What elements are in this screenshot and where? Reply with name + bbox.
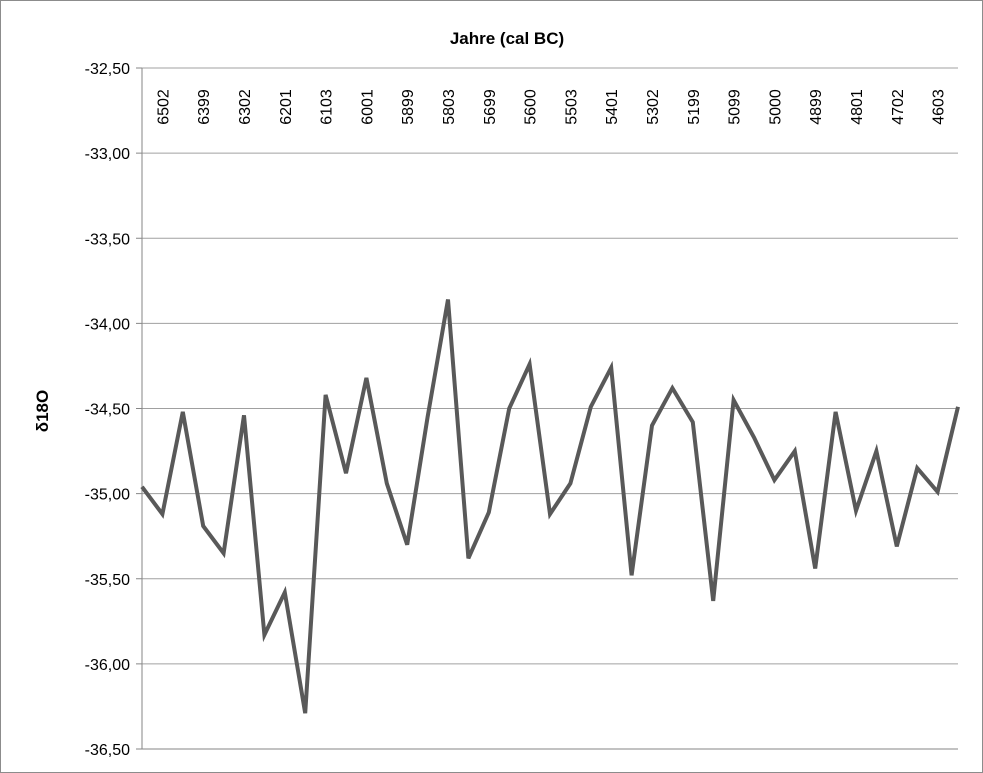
x-tick-label: 5699 <box>482 89 499 125</box>
x-tick-label: 5099 <box>727 89 744 125</box>
data-series <box>140 299 960 714</box>
x-tick-label: 5600 <box>523 89 540 125</box>
x-axis: 6502 6399 6302 6201 6103 6001 5899 5803 5699 5600… <box>155 89 947 125</box>
x-tick-label: 4801 <box>849 89 866 125</box>
x-tick-label: 4899 <box>808 89 825 125</box>
x-tick-label: 4603 <box>931 89 948 125</box>
y-tick-label: -34,00 <box>85 316 130 333</box>
series-line <box>140 299 960 714</box>
y-tick-label: -33,50 <box>85 231 130 248</box>
x-tick-label: 6103 <box>319 89 336 125</box>
y-tick-label: -34,50 <box>85 402 130 419</box>
x-tick-label: 6201 <box>278 89 295 125</box>
x-tick-label: 6502 <box>155 89 172 125</box>
x-tick-label: 5803 <box>441 89 458 125</box>
x-tick-label: 6001 <box>359 89 376 125</box>
x-tick-label: 5199 <box>686 89 703 125</box>
x-tick-label: 5503 <box>563 89 580 125</box>
y-axis: -32,50 -33,00 -33,50 -34,00 -34,50 -35,00 -35,… <box>85 61 143 759</box>
y-tick-label: -36,00 <box>85 657 130 674</box>
y-axis-title: δ18O <box>33 390 52 432</box>
y-tick-label: -33,00 <box>85 146 130 163</box>
x-axis-title: Jahre (cal BC) <box>450 29 564 48</box>
x-tick-label: 5899 <box>400 89 417 125</box>
x-tick-label: 5000 <box>767 89 784 125</box>
y-tick-label: -36,50 <box>85 742 130 759</box>
gridlines <box>142 67 958 750</box>
y-tick-label: -35,50 <box>85 572 130 589</box>
x-tick-label: 6302 <box>237 89 254 125</box>
x-tick-label: 6399 <box>196 89 213 125</box>
x-tick-label: 5302 <box>645 89 662 125</box>
x-tick-label: 5401 <box>604 89 621 125</box>
y-tick-label: -32,50 <box>85 61 130 78</box>
y-tick-label: -35,00 <box>85 487 130 504</box>
x-tick-label: 4702 <box>890 89 907 125</box>
